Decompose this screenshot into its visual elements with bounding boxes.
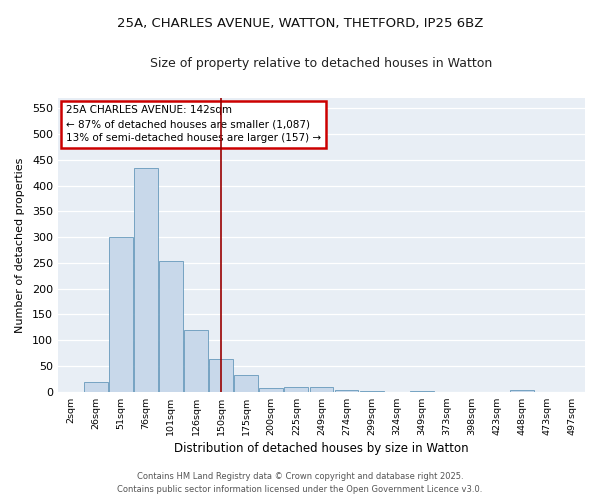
Title: Size of property relative to detached houses in Watton: Size of property relative to detached ho… bbox=[151, 58, 493, 70]
Bar bbox=[511, 390, 534, 392]
Bar bbox=[134, 168, 158, 392]
Bar bbox=[83, 382, 107, 392]
Bar bbox=[184, 330, 208, 392]
Bar bbox=[410, 390, 434, 392]
Bar bbox=[284, 386, 308, 392]
Bar bbox=[259, 388, 283, 392]
Text: Contains HM Land Registry data © Crown copyright and database right 2025.
Contai: Contains HM Land Registry data © Crown c… bbox=[118, 472, 482, 494]
Bar bbox=[335, 390, 358, 392]
X-axis label: Distribution of detached houses by size in Watton: Distribution of detached houses by size … bbox=[174, 442, 469, 455]
Bar bbox=[310, 386, 334, 392]
Bar bbox=[109, 237, 133, 392]
Bar bbox=[209, 359, 233, 392]
Bar bbox=[159, 262, 183, 392]
Y-axis label: Number of detached properties: Number of detached properties bbox=[15, 157, 25, 332]
Bar bbox=[360, 390, 383, 392]
Text: 25A CHARLES AVENUE: 142sqm
← 87% of detached houses are smaller (1,087)
13% of s: 25A CHARLES AVENUE: 142sqm ← 87% of deta… bbox=[66, 106, 321, 144]
Text: 25A, CHARLES AVENUE, WATTON, THETFORD, IP25 6BZ: 25A, CHARLES AVENUE, WATTON, THETFORD, I… bbox=[117, 18, 483, 30]
Bar bbox=[234, 374, 258, 392]
